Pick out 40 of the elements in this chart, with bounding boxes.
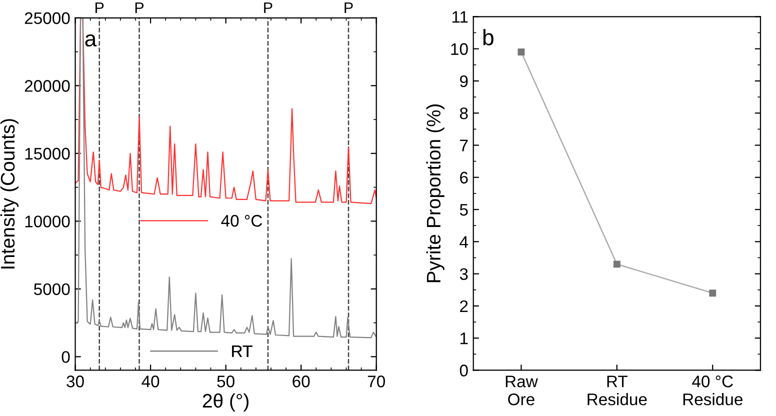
legend-label: RT bbox=[232, 345, 252, 357]
y-tick-label: 11 bbox=[452, 11, 468, 23]
x-tick-label: 60 bbox=[292, 376, 310, 388]
y-tick-label: 5 bbox=[460, 204, 468, 216]
y-tick-label: 4 bbox=[460, 236, 468, 248]
y-tick-label: 0 bbox=[460, 364, 468, 376]
annotation: a bbox=[85, 34, 97, 47]
y-tick-label: 7 bbox=[460, 140, 468, 152]
y-tick-label: 6 bbox=[460, 172, 468, 184]
y-axis-title: Intensity (Counts) bbox=[0, 119, 19, 268]
x-tick-label: 70 bbox=[368, 376, 385, 388]
ref-line-label: P bbox=[264, 2, 272, 13]
y-tick-label: 15000 bbox=[25, 148, 70, 160]
annotation: b bbox=[483, 29, 494, 46]
point bbox=[518, 48, 525, 56]
x-tick-label: 30 bbox=[66, 376, 84, 388]
ref-line-label: P bbox=[135, 2, 144, 13]
y-tick-label: 1 bbox=[460, 332, 468, 344]
y-tick-label: 5000 bbox=[34, 283, 70, 296]
point bbox=[613, 260, 620, 268]
x-tick-label: 40 °C Residue bbox=[683, 376, 742, 406]
y-tick-label: 2 bbox=[460, 300, 468, 312]
legend-label: 40 °C bbox=[221, 214, 262, 227]
y-tick-label: 10000 bbox=[25, 216, 70, 228]
y-tick-label: 9 bbox=[460, 75, 468, 88]
y-tick-label: 8 bbox=[460, 107, 468, 120]
x-tick-label: 50 bbox=[217, 376, 234, 388]
x-tick-label: 40 bbox=[142, 376, 160, 388]
x-axis-title: 2θ (°) bbox=[202, 393, 248, 412]
x-tick-label: Raw Ore bbox=[506, 376, 538, 406]
y-tick-label: 10 bbox=[451, 43, 468, 55]
y-tick-label: 25000 bbox=[24, 12, 70, 24]
y-tick-label: 3 bbox=[460, 268, 468, 280]
point bbox=[709, 290, 716, 297]
y-axis-title: Pyrite Proportion (%) bbox=[426, 104, 444, 282]
ref-line-label: P bbox=[344, 2, 353, 13]
y-tick-label: 20000 bbox=[24, 80, 70, 92]
x-tick-label: RT Residue bbox=[588, 376, 647, 406]
ref-line-label: P bbox=[96, 2, 104, 13]
y-tick-label: 0 bbox=[62, 351, 70, 363]
